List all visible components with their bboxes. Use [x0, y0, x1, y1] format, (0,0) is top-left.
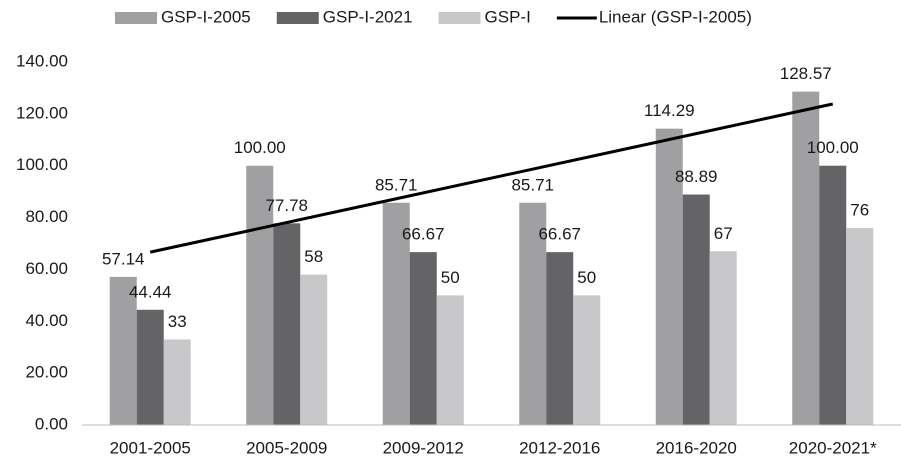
value-label: 100.00	[234, 138, 286, 157]
y-tick-label: 0.00	[35, 414, 68, 433]
value-label: 114.29	[644, 101, 695, 120]
value-label: 100.00	[807, 138, 859, 157]
value-label: 67	[714, 224, 733, 243]
x-tick-label: 2012-2016	[519, 438, 600, 457]
legend-swatch	[115, 12, 157, 24]
bar	[273, 223, 301, 425]
bar	[109, 276, 137, 425]
y-tick-label: 120.00	[16, 103, 68, 122]
bar	[436, 295, 464, 425]
y-tick-label: 100.00	[16, 155, 68, 174]
value-label: 128.57	[780, 64, 832, 83]
x-tick-label: 2001-2005	[110, 438, 191, 457]
value-label: 44.44	[129, 282, 172, 301]
y-tick-label: 140.00	[16, 51, 68, 70]
x-tick-label: 2020-2021*	[789, 438, 877, 457]
bar	[819, 165, 847, 425]
value-label: 50	[441, 268, 460, 287]
value-label: 50	[577, 268, 596, 287]
trendline	[149, 102, 834, 254]
value-label: 66.67	[402, 225, 445, 244]
bar	[682, 194, 710, 425]
value-label: 58	[304, 247, 323, 266]
x-tick-label: 2005-2009	[246, 438, 327, 457]
bar	[546, 252, 574, 425]
y-tick-label: 80.00	[25, 207, 68, 226]
bar	[792, 91, 820, 426]
value-label: 77.78	[265, 196, 308, 215]
legend-label: Linear (GSP-I-2005)	[599, 7, 752, 26]
bar	[655, 128, 683, 425]
y-tick-label: 60.00	[25, 259, 68, 278]
y-tick-label: 20.00	[25, 363, 68, 382]
bar	[163, 339, 191, 425]
value-label: 33	[168, 312, 187, 331]
x-tick-label: 2016-2020	[656, 438, 737, 457]
legend-label: GSP-I	[485, 7, 531, 26]
bar	[300, 274, 328, 425]
legend-swatch	[438, 12, 481, 24]
value-label: 66.67	[538, 225, 581, 244]
x-tick-label: 2009-2012	[383, 438, 464, 457]
bar	[846, 227, 874, 425]
bar	[136, 309, 164, 425]
value-label: 88.89	[675, 167, 718, 186]
bar	[709, 251, 737, 425]
bar	[573, 295, 601, 425]
y-tick-label: 40.00	[25, 311, 68, 330]
value-label: 57.14	[102, 249, 145, 268]
bar	[246, 165, 274, 425]
value-label: 85.71	[511, 175, 554, 194]
bar	[409, 252, 437, 425]
bar	[519, 202, 547, 425]
legend-label: GSP-I-2005	[161, 7, 251, 26]
bar	[382, 202, 410, 425]
legend-swatch	[276, 12, 319, 24]
value-label: 76	[850, 200, 869, 219]
legend-label: GSP-I-2021	[323, 7, 413, 26]
value-label: 85.71	[375, 175, 418, 194]
